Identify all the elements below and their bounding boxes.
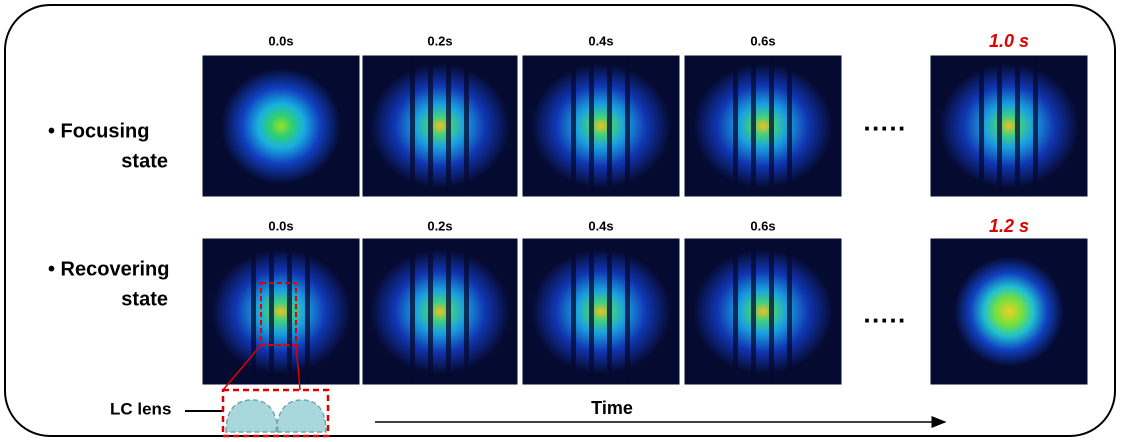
time-label: 0.6s bbox=[750, 218, 775, 233]
fringe-gap bbox=[571, 242, 576, 381]
row-label: • Focusing bbox=[48, 120, 149, 142]
fringe-gap bbox=[733, 242, 738, 381]
fringe-gap bbox=[464, 59, 469, 193]
fringe-gap bbox=[269, 242, 274, 381]
beam-image bbox=[521, 54, 681, 198]
frame bbox=[4, 4, 1116, 437]
beam bbox=[370, 64, 510, 188]
zoom-box bbox=[260, 282, 297, 346]
fringe-gap bbox=[769, 242, 774, 381]
beam-image bbox=[201, 237, 361, 386]
beam-image bbox=[683, 237, 843, 386]
fringe-gap bbox=[571, 59, 576, 193]
beam bbox=[693, 249, 833, 374]
fringe-gap bbox=[751, 242, 756, 381]
fringe-gap bbox=[428, 242, 433, 381]
fringe-gap bbox=[1033, 59, 1038, 193]
fringe-gap bbox=[589, 242, 594, 381]
lc-lens-diagram bbox=[221, 388, 330, 438]
zoom-line bbox=[295, 344, 301, 391]
fringe-gap bbox=[446, 242, 451, 381]
row-label: state bbox=[121, 288, 168, 310]
beam-image bbox=[361, 54, 519, 198]
ellipsis: ····· bbox=[863, 305, 906, 335]
fringe-gap bbox=[251, 242, 256, 381]
fringe-gap bbox=[625, 59, 630, 193]
fringe-gap bbox=[607, 59, 612, 193]
beam bbox=[531, 249, 671, 374]
time-label: 0.2s bbox=[427, 218, 452, 233]
fringe-gap bbox=[287, 242, 292, 381]
beam-image bbox=[521, 237, 681, 386]
beam-image bbox=[201, 54, 361, 198]
time-label: 0.2s bbox=[427, 33, 452, 48]
fringe-gap bbox=[733, 59, 738, 193]
fringe-gap bbox=[305, 242, 310, 381]
fringe-gap bbox=[464, 242, 469, 381]
time-label: 0.4s bbox=[588, 218, 613, 233]
beam bbox=[693, 64, 833, 188]
images bbox=[201, 54, 1089, 386]
beam-image bbox=[361, 237, 519, 386]
fringe-gap bbox=[1015, 59, 1020, 193]
time-label: 0.0s bbox=[268, 218, 293, 233]
beam-image bbox=[683, 54, 843, 198]
time-label: Time bbox=[591, 398, 633, 418]
row-label: state bbox=[121, 150, 168, 172]
beam bbox=[211, 249, 351, 374]
labels: • Focusing state ····· 0.0s 0.2s 0.4s 0.6s 1.0 … bbox=[48, 31, 1029, 335]
beam bbox=[221, 68, 341, 184]
ellipsis: ····· bbox=[863, 113, 906, 143]
row-label: • Recovering bbox=[48, 258, 169, 280]
fringe-gap bbox=[769, 59, 774, 193]
fringe-gap bbox=[607, 242, 612, 381]
time-label: 1.2 s bbox=[989, 216, 1029, 236]
fringe-gap bbox=[997, 59, 1002, 193]
time-label: 0.4s bbox=[588, 33, 613, 48]
fringe-gap bbox=[446, 59, 451, 193]
beam bbox=[531, 64, 671, 188]
beam bbox=[370, 249, 510, 374]
fringe-gap bbox=[979, 59, 984, 193]
beam bbox=[939, 64, 1079, 188]
beam-image bbox=[929, 54, 1089, 198]
lc-lens-label: LC lens bbox=[110, 399, 171, 418]
time-label: 1.0 s bbox=[989, 31, 1029, 51]
fringe-gap bbox=[589, 59, 594, 193]
fringe-gap bbox=[751, 59, 756, 193]
fringe-gap bbox=[625, 242, 630, 381]
fringe-gap bbox=[787, 242, 792, 381]
beam bbox=[954, 256, 1064, 367]
beam-image bbox=[929, 237, 1089, 386]
zoom-line bbox=[222, 344, 262, 391]
fringe-gap bbox=[410, 59, 415, 193]
time-label: 0.6s bbox=[750, 33, 775, 48]
time-label: 0.0s bbox=[268, 33, 293, 48]
fringe-gap bbox=[410, 242, 415, 381]
fringe-gap bbox=[428, 59, 433, 193]
fringe-gap bbox=[787, 59, 792, 193]
